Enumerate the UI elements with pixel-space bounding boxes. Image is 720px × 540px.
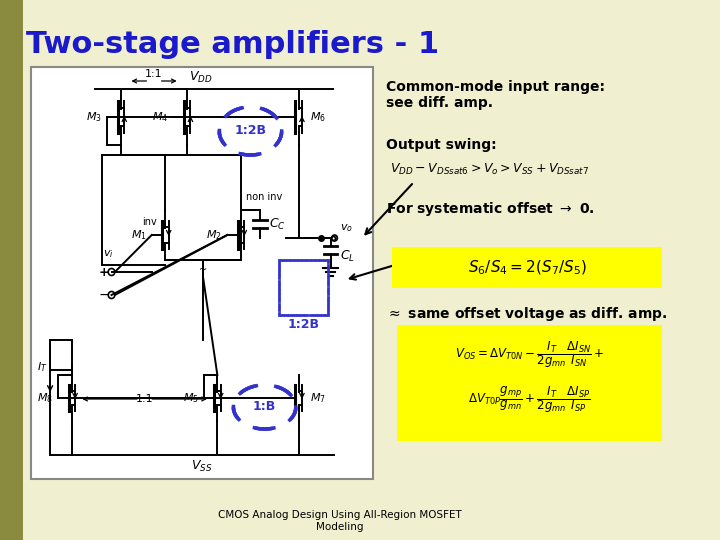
Text: $S_6/S_4=2\left(S_7/S_5\right)$: $S_6/S_4=2\left(S_7/S_5\right)$ — [468, 259, 587, 277]
Text: non inv: non inv — [246, 192, 282, 202]
Bar — [0, 0, 23, 540]
Text: For systematic offset $\rightarrow$ 0.: For systematic offset $\rightarrow$ 0. — [386, 200, 594, 218]
Text: ~: ~ — [199, 265, 207, 275]
Text: $M_8$: $M_8$ — [37, 391, 53, 405]
Text: $M_3$: $M_3$ — [86, 110, 102, 124]
Text: $M_2$: $M_2$ — [207, 228, 222, 242]
Text: $M_7$: $M_7$ — [310, 391, 326, 405]
Text: CMOS Analog Design Using All-Region MOSFET
Modeling: CMOS Analog Design Using All-Region MOSF… — [218, 510, 462, 531]
Text: −: − — [98, 288, 109, 302]
Text: $M_1$: $M_1$ — [130, 228, 146, 242]
Text: $\Delta V_{T0P}\dfrac{g_{mp}}{g_{mn}}+\dfrac{I_T}{2g_{mn}}\dfrac{\Delta I_{SP}}{: $\Delta V_{T0P}\dfrac{g_{mp}}{g_{mn}}+\d… — [468, 384, 590, 415]
Text: 1:2B: 1:2B — [287, 319, 320, 332]
Text: $V_{DD}$: $V_{DD}$ — [189, 70, 213, 85]
Text: inv: inv — [143, 217, 157, 227]
Text: see diff. amp.: see diff. amp. — [386, 96, 492, 110]
Text: $V_{DD}-V_{DSsat6}>V_o>V_{SS}+V_{DSsat7}$: $V_{DD}-V_{DSsat6}>V_o>V_{SS}+V_{DSsat7}… — [390, 162, 590, 177]
Text: Two-stage amplifiers - 1: Two-stage amplifiers - 1 — [27, 30, 440, 59]
FancyBboxPatch shape — [392, 247, 662, 288]
Text: $v_o$: $v_o$ — [341, 222, 354, 234]
Text: Output swing:: Output swing: — [386, 138, 496, 152]
Text: 1:1: 1:1 — [136, 394, 153, 404]
Text: $C_C$: $C_C$ — [269, 217, 286, 232]
Text: +: + — [99, 266, 109, 279]
Text: $V_{SS}$: $V_{SS}$ — [191, 459, 212, 474]
Text: $\approx$ same offset voltage as diff. amp.: $\approx$ same offset voltage as diff. a… — [386, 305, 667, 323]
FancyBboxPatch shape — [397, 325, 662, 441]
Text: $M_4$: $M_4$ — [152, 110, 168, 124]
Text: 1:B: 1:B — [253, 401, 276, 414]
Text: 1:1: 1:1 — [145, 69, 163, 79]
Text: $V_{OS}=\Delta V_{T0N}-\dfrac{I_T}{2g_{mn}}\dfrac{\Delta I_{SN}}{I_{SN}}+$: $V_{OS}=\Delta V_{T0N}-\dfrac{I_T}{2g_{m… — [454, 340, 604, 370]
Text: $M_5$: $M_5$ — [183, 391, 199, 405]
Bar — [31, 67, 373, 479]
Text: $v_i$: $v_i$ — [104, 248, 114, 260]
Text: $M_6$: $M_6$ — [310, 110, 326, 124]
Text: Common-mode input range:: Common-mode input range: — [386, 80, 605, 94]
Text: $C_L$: $C_L$ — [341, 248, 355, 264]
Text: $I_T$: $I_T$ — [37, 361, 48, 374]
Text: 1:2B: 1:2B — [235, 125, 266, 138]
